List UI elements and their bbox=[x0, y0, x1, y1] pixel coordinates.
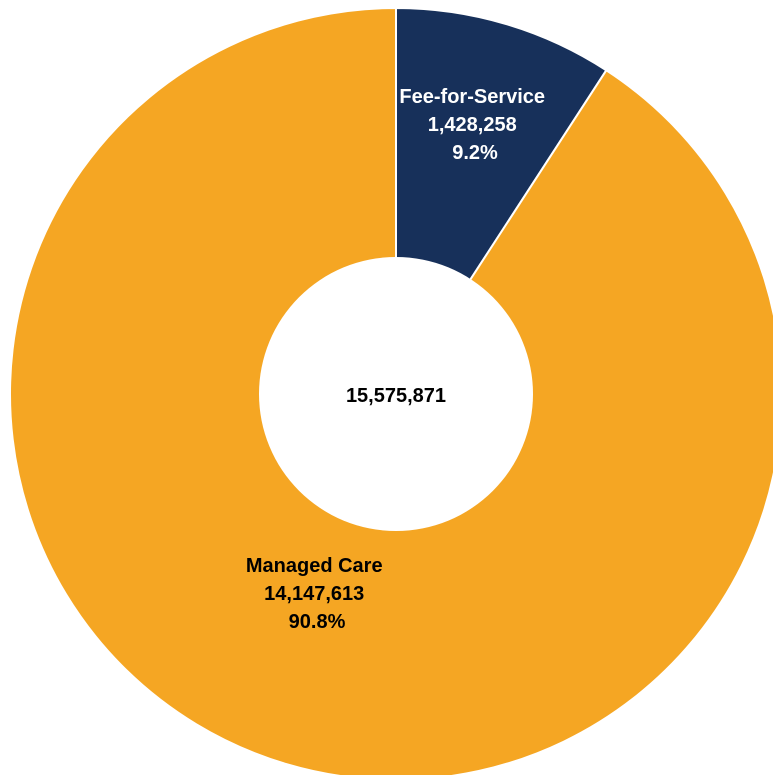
slice-name-managed-care: Managed Care bbox=[246, 555, 383, 577]
slice-value-managed-care: 14,147,613 bbox=[264, 583, 364, 605]
donut-hole bbox=[259, 257, 533, 531]
center-total-label: 15,575,871 bbox=[346, 385, 446, 407]
slice-name-fee-for-service: Fee-for-Service bbox=[399, 86, 545, 108]
slice-label-managed-care: Managed Care 14,147,613 90.8% bbox=[246, 555, 388, 633]
slice-value-fee-for-service: 1,428,258 bbox=[428, 114, 517, 136]
slice-percent-managed-care: 90.8% bbox=[289, 611, 346, 633]
slice-label-fee-for-service: Fee-for-Service 1,428,258 9.2% bbox=[399, 86, 550, 164]
slice-percent-fee-for-service: 9.2% bbox=[452, 142, 498, 164]
slice-labels-group: Fee-for-Service 1,428,258 9.2% Managed C… bbox=[246, 86, 550, 633]
